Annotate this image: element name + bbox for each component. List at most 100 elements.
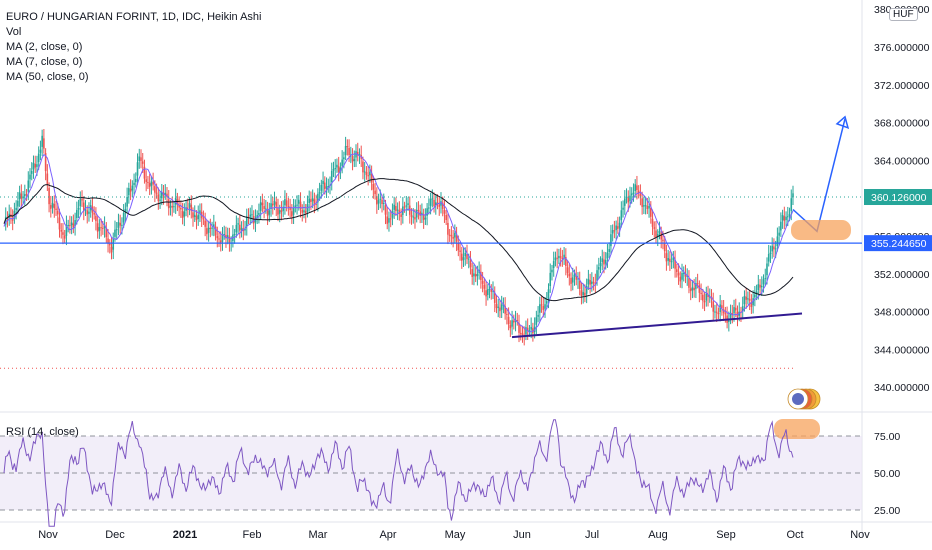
candle-body (601, 258, 604, 263)
currency-badge[interactable]: HUF (889, 8, 918, 21)
candle-body (495, 303, 498, 309)
candle-body (193, 214, 196, 217)
candle-body (650, 208, 652, 217)
candle-body (613, 230, 616, 232)
candle-body (240, 227, 243, 231)
candle-body (455, 234, 458, 242)
candle-body (69, 225, 71, 227)
candle-body (197, 214, 200, 219)
candle-body (620, 210, 623, 221)
candle-body (636, 185, 638, 191)
candle-body (292, 207, 295, 215)
candle-body (315, 203, 317, 205)
candle-body (266, 209, 269, 216)
candle-body (259, 202, 262, 211)
candle-body (81, 199, 83, 201)
candle-body (285, 200, 288, 206)
forecast-arrow-head (835, 115, 850, 130)
candle-body (218, 238, 220, 240)
candle-body (63, 235, 66, 239)
candle-body (641, 198, 643, 207)
legend-ma50[interactable]: MA (50, close, 0) (6, 71, 89, 83)
price-tick-label: 372.000000 (874, 80, 930, 92)
candle-body (183, 211, 186, 217)
candle-body (622, 207, 624, 210)
candle-body (464, 252, 467, 257)
candle-body (781, 215, 784, 221)
candle-body (643, 205, 645, 207)
price-tick-label: 376.000000 (874, 42, 930, 54)
candle-body (115, 229, 118, 231)
candle-body (521, 333, 524, 335)
candle-body (400, 214, 402, 218)
candle-body (715, 311, 718, 313)
candle-body (164, 192, 167, 195)
candle-body (58, 217, 61, 230)
candle-body (518, 323, 520, 333)
candle-body (98, 227, 101, 231)
candle-body (681, 273, 683, 280)
candle-body (551, 269, 553, 273)
candle-body (665, 253, 668, 262)
candle-body (433, 199, 435, 207)
candle-body (530, 326, 532, 330)
candle-body (676, 269, 678, 273)
candle-body (422, 214, 425, 220)
candle-body (51, 202, 54, 208)
candle-body (549, 272, 552, 287)
candle-body (273, 200, 276, 205)
price-tick-label: 368.000000 (874, 118, 930, 130)
candle-body (209, 227, 212, 230)
candle-body (764, 278, 767, 280)
candle-body (70, 222, 73, 226)
last-price-label: 360.126000 (871, 192, 927, 204)
candle-body (785, 216, 787, 220)
candle-body (790, 198, 793, 212)
candle-body (324, 182, 326, 190)
candle-body (245, 216, 248, 227)
candle-body (140, 157, 142, 161)
candle-body (301, 209, 304, 213)
candle-body (93, 213, 95, 215)
candle-body (76, 209, 78, 219)
symbol-title[interactable]: EURO / HUNGARIAN FORINT, 1D, IDC, Heikin… (6, 11, 262, 23)
candle-body (263, 205, 265, 209)
candle-body (776, 236, 779, 247)
candle-body (145, 179, 147, 182)
candle-body (239, 224, 241, 231)
candle-body (506, 313, 508, 315)
candle-body (95, 215, 97, 222)
candle-body (679, 276, 682, 282)
candle-body (37, 153, 40, 163)
candle-body (667, 257, 669, 261)
candle-body (660, 232, 663, 240)
legend-volume[interactable]: Vol (6, 26, 22, 38)
candle-body (717, 312, 720, 315)
candle-body (297, 199, 300, 204)
legend-ma2[interactable]: MA (2, close, 0) (6, 41, 83, 53)
candle-body (714, 311, 716, 313)
candle-body (691, 287, 694, 291)
legend-ma7[interactable]: MA (7, close, 0) (6, 56, 83, 68)
candle-body (195, 215, 198, 221)
candle-body (604, 259, 607, 264)
candle-body (296, 204, 298, 206)
rsi-legend[interactable]: RSI (14, close) (6, 426, 79, 438)
candle-body (72, 223, 75, 228)
candle-body (457, 243, 460, 251)
candle-body (419, 211, 421, 216)
candle-body (124, 209, 127, 213)
candle-body (155, 192, 158, 194)
candle-body (322, 180, 324, 185)
candle-body (74, 220, 76, 227)
candle-body (329, 184, 331, 186)
candle-body (216, 236, 219, 239)
sticker-center (792, 393, 804, 405)
candle-body (703, 300, 706, 303)
candle-body (545, 301, 548, 304)
candle-body (488, 289, 491, 291)
candle-body (131, 185, 134, 191)
candle-body (376, 196, 378, 205)
candle-body (507, 316, 510, 325)
